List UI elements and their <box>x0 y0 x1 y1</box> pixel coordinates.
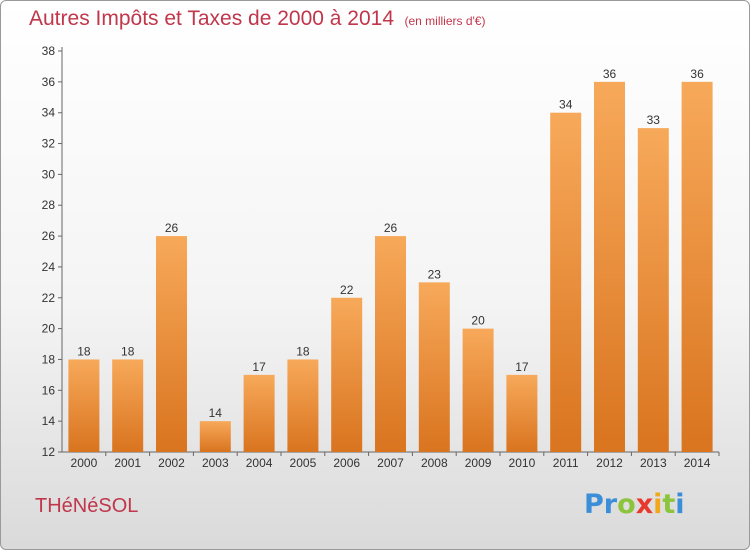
bar-2010 <box>506 374 538 452</box>
value-label: 17 <box>252 360 266 374</box>
bar-2002 <box>156 236 187 452</box>
value-label: 14 <box>209 406 223 420</box>
logo-letter: P <box>584 489 604 520</box>
y-tick-label: 20 <box>42 322 56 336</box>
proxiti-logo: Proxiti <box>584 489 685 520</box>
value-label: 18 <box>296 344 310 358</box>
bars <box>68 81 713 452</box>
x-tick-label: 2004 <box>246 456 273 470</box>
chart-title: Autres Impôts et Taxes de 2000 à 2014 <box>29 7 395 30</box>
value-label: 18 <box>77 344 91 358</box>
y-tick-label: 22 <box>42 291 56 305</box>
x-tick-label: 2001 <box>114 456 141 470</box>
y-tick-label: 14 <box>42 414 56 428</box>
x-tick-label: 2002 <box>158 456 185 470</box>
y-tick-label: 18 <box>42 352 56 366</box>
x-tick-label: 2014 <box>684 456 711 470</box>
title-row: Autres Impôts et Taxes de 2000 à 2014 (e… <box>29 7 485 31</box>
bar-2004 <box>243 374 275 452</box>
y-tick-label: 30 <box>42 167 56 181</box>
x-tick-label: 2003 <box>202 456 229 470</box>
bar-2003 <box>199 421 231 452</box>
y-tick-label: 34 <box>42 106 56 120</box>
bar-2013 <box>637 128 669 452</box>
x-tick-label: 2012 <box>596 456 623 470</box>
bar-2007 <box>375 236 406 452</box>
x-tick-label: 2008 <box>421 456 448 470</box>
x-tick-label: 2010 <box>509 456 536 470</box>
bar-2009 <box>462 328 494 452</box>
x-tick-label: 2013 <box>640 456 667 470</box>
value-label: 36 <box>690 67 704 81</box>
x-tick-label: 2006 <box>333 456 360 470</box>
data-labels: 18 18 26 14 17 18 22 26 23 20 17 34 36 33 36 <box>77 67 704 420</box>
bar-2000 <box>68 359 100 452</box>
x-tick-label: 2000 <box>71 456 98 470</box>
bar-2012 <box>594 81 625 452</box>
chart-unit: (en milliers d'€) <box>404 14 486 28</box>
bar-2011 <box>550 112 582 452</box>
value-label: 23 <box>428 267 442 281</box>
value-label: 34 <box>559 98 573 112</box>
logo-letter: t <box>662 489 676 520</box>
logo-letter: x <box>635 489 654 520</box>
x-tick-label: 2007 <box>377 456 404 470</box>
y-tick-label: 32 <box>42 137 56 151</box>
value-label: 26 <box>384 221 398 235</box>
value-label: 17 <box>515 360 529 374</box>
bar-2006 <box>331 297 363 452</box>
commune-name: THéNéSOL <box>35 495 139 517</box>
value-label: 36 <box>603 67 617 81</box>
value-label: 33 <box>647 113 661 127</box>
y-tick-label: 38 <box>42 44 56 58</box>
logo-letter: i <box>653 489 663 520</box>
value-label: 18 <box>121 344 135 358</box>
y-tick-label: 28 <box>42 198 56 212</box>
value-label: 26 <box>165 221 179 235</box>
y-tick-label: 16 <box>42 383 56 397</box>
logo-letter: i <box>675 489 685 520</box>
logo-letter: r <box>603 489 618 520</box>
value-label: 22 <box>340 283 354 297</box>
x-tick-label: 2009 <box>465 456 492 470</box>
y-tick-label: 36 <box>42 75 56 89</box>
logo-letter: o <box>617 489 636 520</box>
bar-2008 <box>418 282 450 452</box>
bar-2005 <box>287 359 319 452</box>
bar-2001 <box>112 359 144 452</box>
bar-2014 <box>681 81 713 452</box>
y-tick-label: 24 <box>42 260 56 274</box>
y-tick-label: 12 <box>42 445 56 459</box>
x-tick-label: 2005 <box>290 456 317 470</box>
y-tick-label: 26 <box>42 229 56 243</box>
x-tick-label: 2011 <box>553 456 579 470</box>
value-label: 20 <box>471 314 485 328</box>
